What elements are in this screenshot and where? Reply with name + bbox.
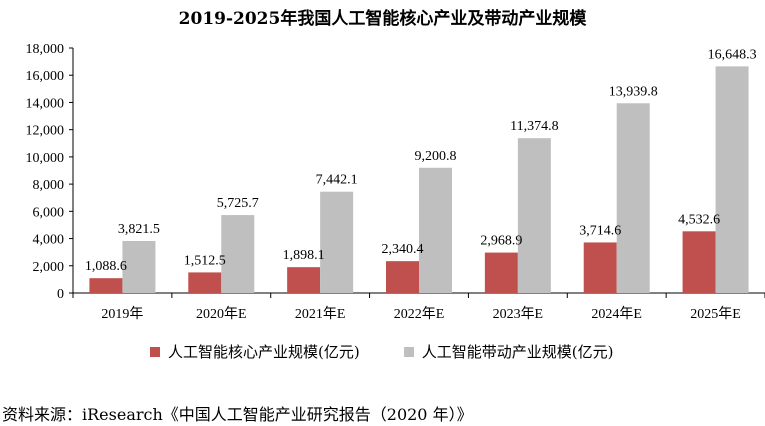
x-tick-label: 2025年E (690, 306, 741, 322)
bar-core (682, 231, 716, 293)
bars (89, 66, 749, 294)
data-label-core: 3,714.6 (579, 223, 621, 238)
y-axis: 0 2,000 4,000 6,000 8,000 10,000 12,000 14,000 1… (26, 42, 74, 302)
y-tick-label: 14,000 (26, 96, 65, 111)
chart-title: 2019-2025年我国人工智能核心产业及带动产业规模 (178, 9, 587, 29)
data-label-driven: 3,821.5 (118, 222, 160, 237)
legend-swatch-driven (403, 346, 414, 357)
x-tick-label: 2020年E (196, 306, 247, 322)
data-label-core: 2,968.9 (480, 234, 522, 249)
bar-core (583, 242, 617, 293)
bar-core (386, 261, 419, 293)
bar-core (89, 278, 123, 293)
data-label-driven: 5,725.7 (217, 196, 259, 211)
data-label-driven: 7,442.1 (316, 173, 358, 188)
y-tick-label: 8,000 (33, 178, 65, 193)
legend-entry-driven: 人工智能带动产业规模(亿元) (403, 341, 614, 362)
data-label-core: 4,532.6 (678, 212, 720, 227)
y-tick-label: 2,000 (33, 260, 65, 275)
data-label-driven: 16,648.3 (708, 47, 757, 62)
legend-label-driven: 人工智能带动产业规模(亿元) (421, 343, 614, 361)
x-tick-label: 2022年E (394, 306, 445, 322)
y-tick-label: 10,000 (26, 151, 65, 166)
data-label-driven: 9,200.8 (415, 149, 457, 164)
y-tick-label: 6,000 (33, 205, 65, 220)
bar-driven (221, 215, 255, 293)
bar-driven (122, 240, 156, 293)
data-label-driven: 11,374.8 (510, 119, 558, 134)
legend: 人工智能核心产业规模(亿元) 人工智能带动产业规模(亿元) (150, 341, 613, 362)
data-label-core: 1,512.5 (184, 253, 226, 268)
bar-driven (715, 66, 749, 294)
data-label-core: 1,088.6 (85, 259, 127, 274)
legend-swatch-core (150, 346, 160, 357)
bar-core (287, 267, 321, 293)
x-tick-label: 2023年E (493, 306, 544, 322)
x-tick-label: 2019年 (101, 306, 143, 322)
legend-label-core: 人工智能核心产业规模(亿元) (168, 343, 360, 361)
bar-driven (517, 138, 551, 293)
data-label-driven: 13,939.8 (609, 84, 658, 99)
y-tick-label: 16,000 (26, 69, 65, 84)
x-axis: 2019年 2020年E 2021年E 2022年E 2023年E 2024年E 2025年… (72, 292, 765, 322)
data-label-core: 1,898.1 (283, 248, 325, 263)
y-tick-label: 18,000 (26, 42, 65, 57)
bar-core (188, 272, 222, 293)
y-tick-label: 4,000 (33, 233, 65, 248)
bar-core (484, 252, 518, 293)
x-tick-label: 2021年E (295, 306, 346, 322)
legend-entry-core: 人工智能核心产业规模(亿元) (150, 341, 360, 362)
data-label-core: 2,340.4 (382, 242, 424, 257)
bar-driven (320, 191, 354, 293)
y-tick-label: 12,000 (26, 124, 65, 139)
y-tick-label: 0 (57, 287, 64, 302)
source-note: 资料来源：iResearch《中国人工智能产业研究报告（2020 年）》 (2, 405, 473, 424)
data-labels: 1,088.6 1,512.5 1,898.1 2,340.4 2,968.9 3,714… (85, 47, 757, 274)
bar-driven (616, 103, 650, 294)
bar-chart: 0 2,000 4,000 6,000 8,000 10,000 12,000 14,000 1… (26, 42, 765, 322)
x-tick-label: 2024年E (591, 306, 642, 322)
bar-driven (419, 167, 452, 293)
